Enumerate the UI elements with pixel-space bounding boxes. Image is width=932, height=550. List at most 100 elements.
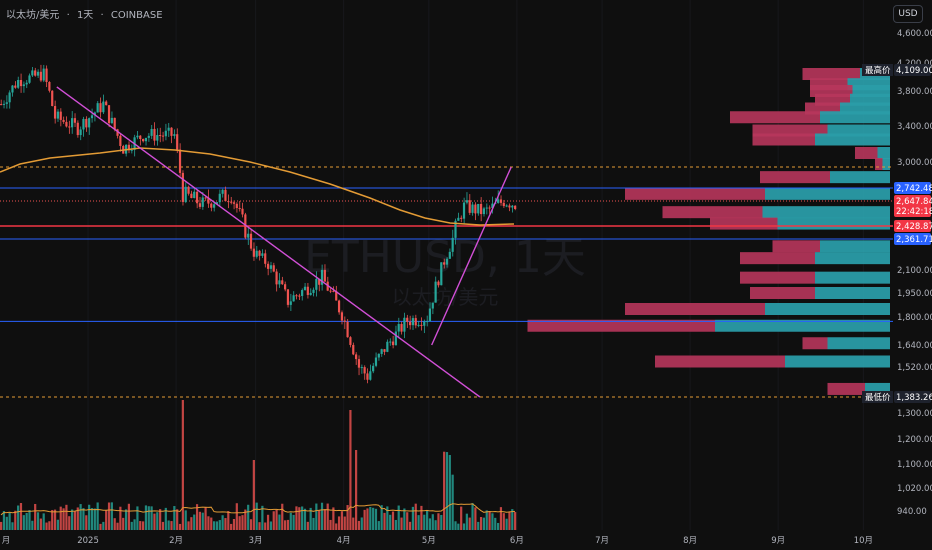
volume-bar <box>471 503 474 530</box>
candle <box>403 317 406 332</box>
candle <box>156 135 159 141</box>
volume-bar <box>14 510 17 530</box>
volume-bar <box>497 522 500 530</box>
volume-bar <box>247 504 250 530</box>
volume-bar <box>505 518 508 530</box>
volume-bar <box>249 519 253 530</box>
volume-bar <box>195 504 199 530</box>
volume-bar <box>215 521 219 530</box>
candle <box>17 79 20 88</box>
volume-bar <box>17 505 20 530</box>
volume-bar <box>127 503 130 530</box>
candle <box>178 149 182 173</box>
volume-bar <box>298 507 301 530</box>
candle <box>366 373 369 380</box>
candle <box>414 318 417 326</box>
y-axis-tick-label: 1,100.00 <box>897 460 932 470</box>
price-tag-caption: 最高价 <box>865 65 891 76</box>
candle <box>261 253 264 256</box>
volume-profile-down <box>730 111 820 124</box>
x-axis-tick-label: 6月 <box>510 536 524 546</box>
volume-bar <box>275 509 278 530</box>
volume-bar <box>142 521 145 530</box>
candle <box>497 199 500 203</box>
candle <box>147 135 150 138</box>
candle <box>170 127 173 136</box>
volume-bar <box>460 506 463 530</box>
candle <box>48 81 51 91</box>
candle <box>187 186 190 194</box>
candle <box>420 324 423 326</box>
candle <box>181 172 184 202</box>
candle <box>127 144 130 151</box>
candle <box>457 217 460 221</box>
candle <box>406 317 409 322</box>
candle <box>221 189 224 194</box>
y-axis-tick-label: 940.00 <box>897 507 927 517</box>
volume-bar <box>136 506 139 530</box>
volume-bar <box>454 521 457 530</box>
volume-profile-down <box>752 133 815 146</box>
volume-bar <box>159 509 162 530</box>
volume-bar <box>445 452 449 530</box>
interval-label[interactable]: 1天 <box>76 10 94 21</box>
volume-bar <box>45 522 48 530</box>
candle <box>335 291 338 301</box>
volume-bar <box>79 504 82 530</box>
candle <box>105 101 108 106</box>
volume-bar <box>130 521 133 530</box>
price-tag-value: 4,109.00 <box>896 66 932 76</box>
volume-bar <box>400 517 403 530</box>
volume-profile-down <box>855 147 878 159</box>
candle <box>377 353 380 358</box>
price-tag-bg <box>894 64 931 76</box>
volume-profile-up <box>815 271 890 284</box>
candle <box>22 84 25 87</box>
volume-bar <box>133 519 136 530</box>
candle <box>42 68 45 81</box>
candle <box>28 75 31 83</box>
candle <box>306 286 309 295</box>
candle <box>107 105 111 124</box>
volume-bar <box>318 509 321 530</box>
candle <box>45 68 48 82</box>
candle <box>417 324 420 326</box>
volume-bar <box>295 506 298 530</box>
volume-bar <box>281 503 284 530</box>
x-axis-tick-label: 5月 <box>422 536 436 546</box>
candle <box>130 149 133 151</box>
volume-profile-down <box>802 68 860 81</box>
candle <box>499 199 503 203</box>
volume-bar <box>11 522 14 530</box>
volume-bar <box>36 512 40 530</box>
candle <box>479 203 483 215</box>
candle <box>136 135 139 138</box>
candle <box>71 118 74 128</box>
candle <box>440 262 443 286</box>
volume-bar <box>426 510 429 530</box>
symbol-legend[interactable]: 以太坊/美元 · 1天 · COINBASE <box>6 6 167 21</box>
y-axis-tick-label: 1,640.00 <box>897 341 932 351</box>
candle <box>82 118 85 130</box>
y-axis-tick-label: 1,300.00 <box>897 409 932 419</box>
candle <box>411 318 414 326</box>
currency-button[interactable]: USD <box>893 5 923 23</box>
x-axis-tick-label: 10月 <box>854 536 873 546</box>
volume-bar <box>53 509 57 530</box>
volume-bar <box>440 514 443 530</box>
volume-profile-up <box>820 240 890 253</box>
volume-bar <box>99 523 102 530</box>
volume-bar <box>502 513 505 530</box>
volume-bar <box>156 512 159 530</box>
candle <box>266 263 270 269</box>
y-axis-tick-label: 1,800.00 <box>897 313 932 323</box>
volume-profile-up <box>815 287 890 299</box>
volume-bar <box>181 400 184 530</box>
x-axis-tick-label: 3月 <box>249 536 263 546</box>
candle <box>337 300 341 313</box>
volume-bar <box>255 502 258 530</box>
volume-bar <box>31 520 34 530</box>
volume-bar <box>122 517 125 530</box>
volume-bar <box>289 512 292 530</box>
